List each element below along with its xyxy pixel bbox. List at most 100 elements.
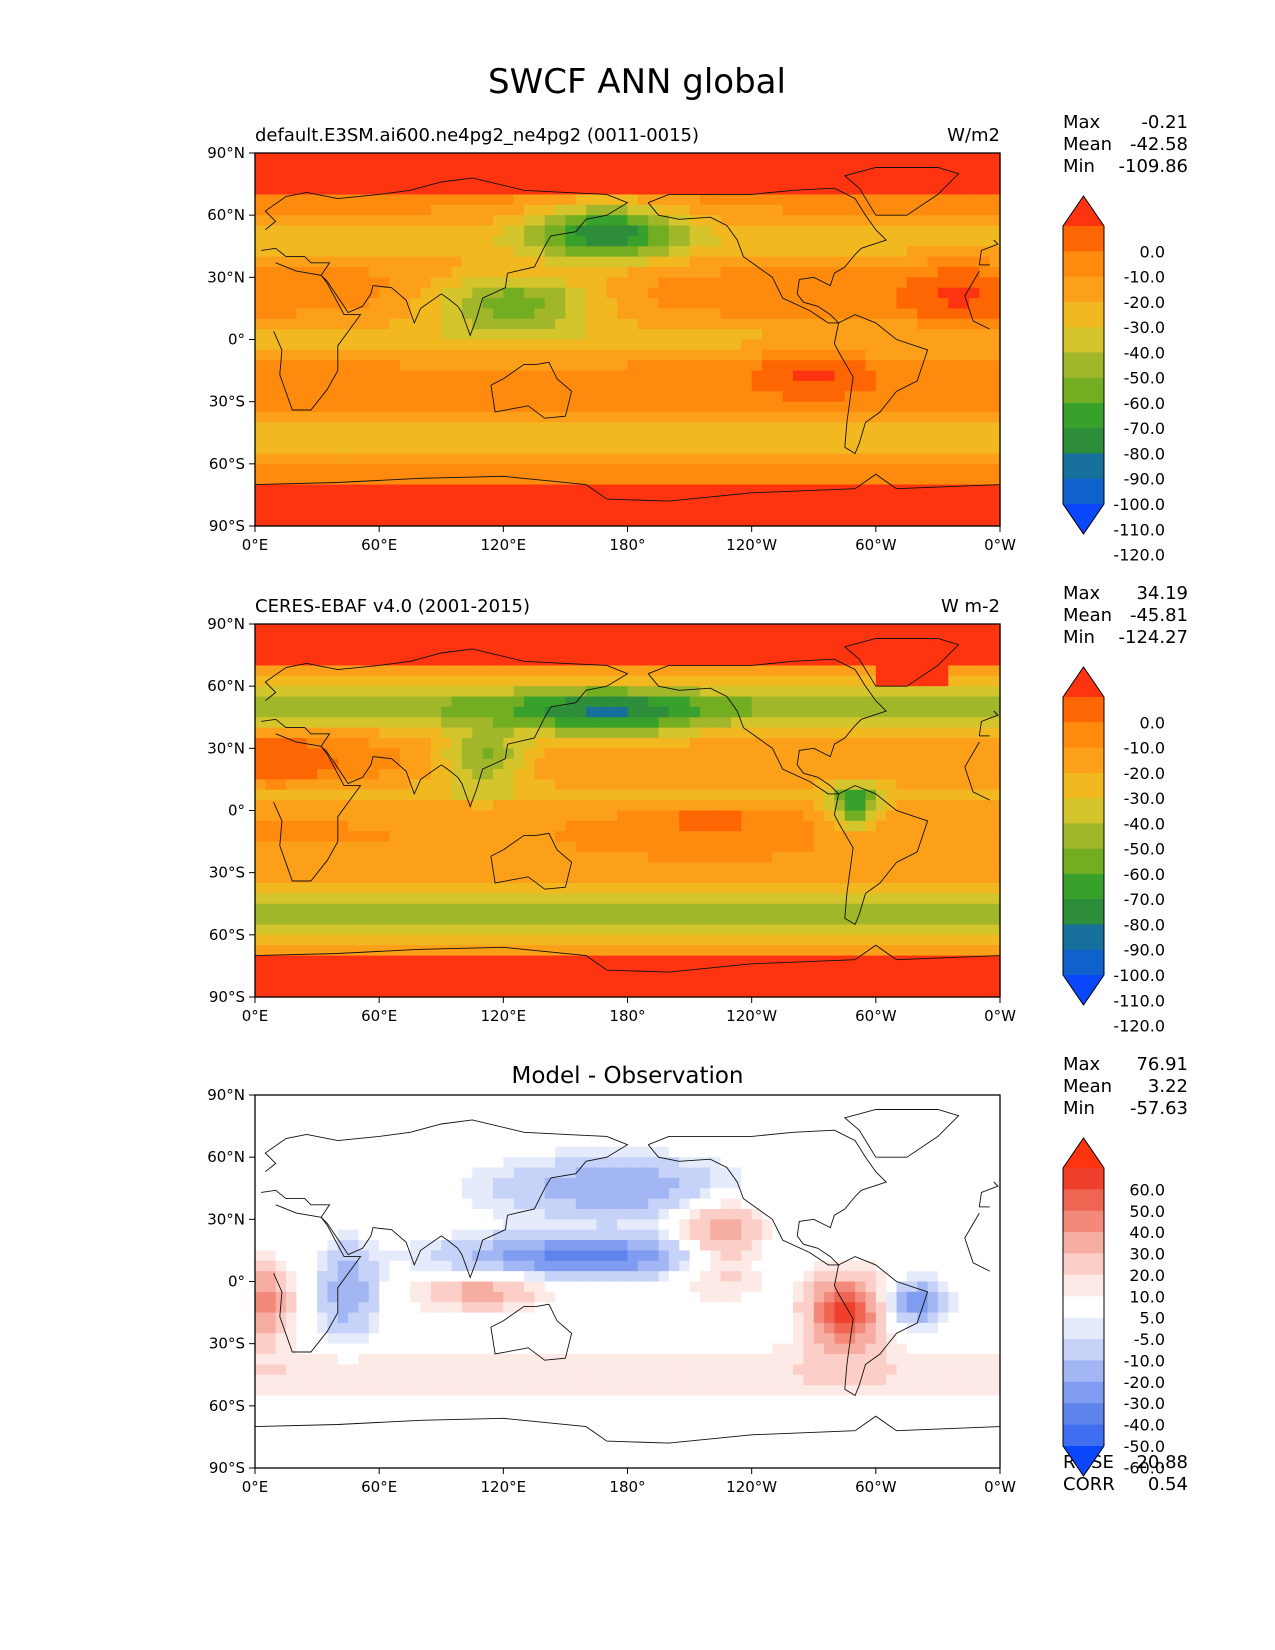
field-cell	[358, 644, 370, 656]
field-cell	[989, 215, 1001, 227]
field-cell	[689, 893, 701, 905]
field-cell	[472, 225, 484, 237]
field-cell	[441, 624, 453, 635]
field-cell	[420, 349, 432, 361]
field-cell	[451, 360, 463, 372]
field-cell	[317, 184, 329, 196]
field-cell	[917, 298, 929, 310]
field-cell	[306, 706, 318, 718]
field-cell	[596, 401, 608, 413]
field-cell	[389, 924, 401, 936]
field-cell	[865, 717, 877, 729]
field-cell	[606, 789, 618, 801]
field-cell	[865, 308, 877, 320]
field-cell	[782, 318, 794, 330]
field-cell	[389, 717, 401, 729]
field-cell	[296, 360, 308, 372]
field-cell	[865, 256, 877, 268]
field-cell	[668, 153, 680, 164]
field-cell	[720, 412, 732, 423]
field-cell	[772, 976, 784, 988]
field-cell	[730, 758, 742, 770]
field-cell	[968, 453, 980, 465]
field-cell	[886, 903, 898, 915]
field-cell	[803, 965, 815, 977]
field-cell	[896, 624, 908, 635]
field-cell	[741, 184, 753, 196]
field-cell	[958, 215, 970, 227]
field-cell	[555, 256, 567, 268]
field-cell	[286, 432, 297, 444]
field-cell	[824, 862, 836, 874]
field-cell	[648, 474, 660, 486]
field-cell	[637, 851, 649, 863]
field-cell	[472, 883, 484, 894]
field-cell	[689, 329, 701, 341]
field-cell	[793, 769, 805, 781]
field-cell	[565, 665, 577, 677]
field-cell	[658, 862, 670, 874]
field-cell	[441, 235, 453, 247]
field-cell	[617, 914, 629, 926]
field-cell	[306, 810, 318, 822]
field-cell	[575, 484, 587, 496]
field-cell	[720, 789, 732, 801]
field-cell	[875, 194, 887, 206]
field-cell	[968, 225, 980, 237]
field-cell	[265, 194, 277, 206]
field-cell	[937, 153, 949, 164]
field-cell	[348, 675, 360, 687]
field-cell	[689, 453, 701, 465]
field-cell	[389, 277, 401, 289]
field-cell	[265, 370, 277, 382]
field-cell	[451, 298, 463, 310]
field-cell	[255, 256, 266, 268]
field-cell	[896, 360, 908, 372]
field-cell	[668, 163, 680, 175]
field-cell	[979, 391, 991, 403]
field-cell	[379, 391, 391, 403]
field-cell	[762, 163, 773, 175]
field-cell	[751, 851, 763, 863]
field-cell	[275, 266, 287, 278]
field-cell	[658, 831, 670, 843]
field-cell	[637, 401, 649, 413]
field-cell	[886, 412, 898, 423]
field-cell	[855, 287, 867, 299]
field-cell	[586, 277, 598, 289]
field-cell	[389, 443, 401, 455]
field-cell	[793, 287, 805, 299]
field-cell	[793, 225, 805, 237]
field-cell	[368, 903, 380, 915]
field-cell	[668, 432, 680, 444]
field-cell	[524, 339, 535, 351]
field-cell	[720, 624, 732, 635]
field-cell	[875, 810, 887, 822]
field-cell	[606, 914, 618, 926]
field-cell	[255, 727, 266, 739]
field-cell	[399, 318, 411, 330]
field-cell	[772, 235, 784, 247]
field-cell	[306, 644, 318, 656]
field-cell	[741, 235, 753, 247]
field-cell	[813, 287, 825, 299]
field-cell	[265, 769, 277, 781]
field-cell	[358, 432, 370, 444]
field-cell	[824, 360, 836, 372]
field-cell	[751, 696, 763, 708]
field-cell	[762, 779, 773, 791]
field-cell	[492, 841, 504, 853]
field-cell	[420, 862, 432, 874]
field-cell	[772, 184, 784, 196]
field-cell	[451, 706, 463, 718]
field-cell	[668, 235, 680, 247]
field-cell	[637, 339, 649, 351]
field-cell	[534, 412, 546, 423]
field-cell	[648, 173, 660, 185]
field-cell	[503, 432, 515, 444]
field-cell	[824, 173, 836, 185]
field-cell	[730, 515, 742, 527]
field-cell	[524, 965, 535, 977]
field-cell	[762, 831, 773, 843]
field-cell	[762, 412, 773, 423]
